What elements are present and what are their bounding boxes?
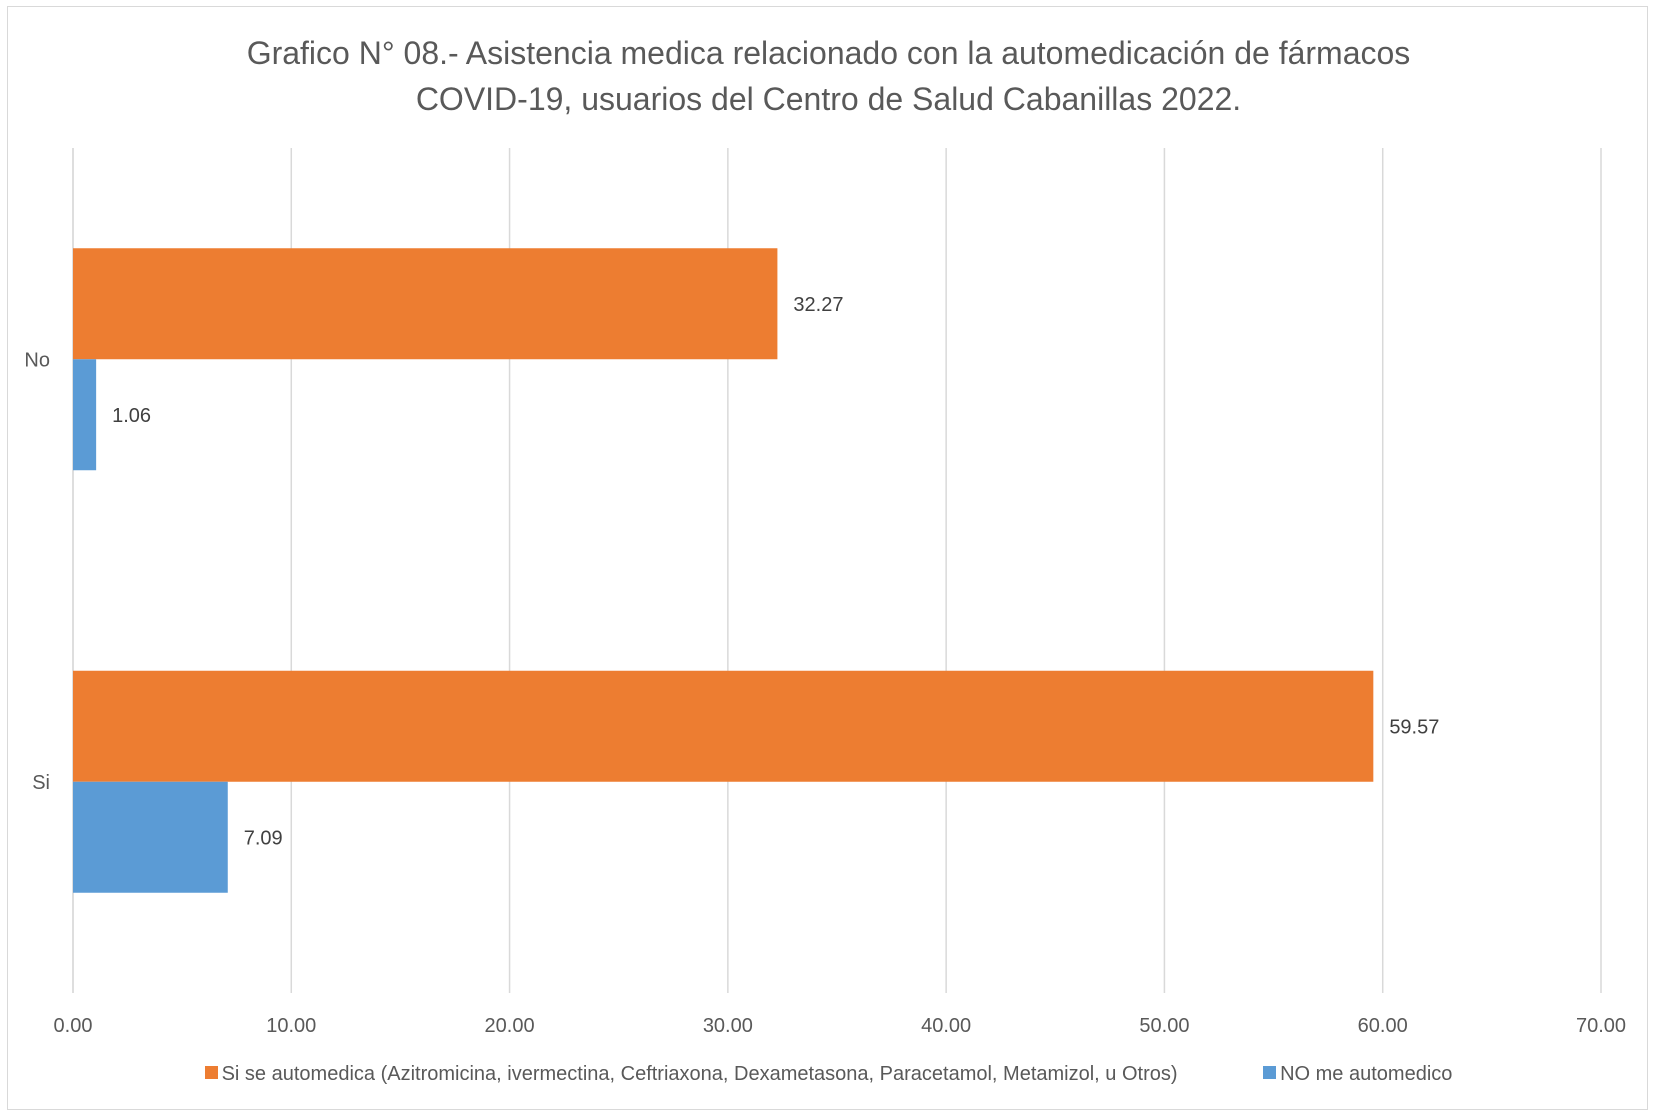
data-label-si-series-1: 7.09 [244, 827, 283, 849]
data-label-si-series-0: 59.57 [1389, 716, 1439, 738]
y-axis-categories: No Si [24, 349, 50, 794]
x-axis-ticks: 0.00 10.00 20.00 30.00 40.00 50.00 60.00 70.00 [54, 1015, 1627, 1037]
x-tick-label-3: 30.00 [703, 1015, 753, 1037]
legend: Si se automedica (Azitromicina, ivermect… [0, 1063, 1657, 1086]
x-tick-label-4: 40.00 [921, 1015, 971, 1037]
chart-title: Grafico N° 08.- Asistencia medica relaci… [0, 30, 1657, 122]
category-label-no: No [24, 349, 50, 371]
x-tick-label-5: 50.00 [1139, 1015, 1189, 1037]
data-label-no-series-1: 1.06 [112, 405, 151, 427]
bar-si-series-0 [73, 670, 1374, 782]
chart-title-line-1: Grafico N° 08.- Asistencia medica relaci… [246, 35, 1411, 71]
x-tick-label-2: 20.00 [485, 1015, 535, 1037]
data-labels: 32.27 1.06 59.57 7.09 [112, 294, 1439, 850]
legend-label-no-self-medicate: NO me automedico [1280, 1063, 1453, 1086]
legend-label-self-medicate: Si se automedica (Azitromicina, ivermect… [221, 1063, 1178, 1086]
x-tick-label-0: 0.00 [54, 1015, 93, 1037]
bar-no-series-0 [73, 248, 778, 360]
x-tick-label-1: 10.00 [266, 1015, 316, 1037]
chart-frame [7, 6, 1648, 1110]
bars [73, 248, 1374, 893]
chart-title-line-2: COVID-19, usuarios del Centro de Salud C… [415, 81, 1242, 117]
legend-swatch-orange [204, 1066, 218, 1080]
bar-si-series-1 [73, 781, 228, 893]
legend-swatch-blue [1263, 1066, 1277, 1080]
legend-item-no-self-medicate: NO me automedico [1263, 1063, 1452, 1086]
data-label-no-series-0: 32.27 [793, 294, 843, 316]
x-tick-label-6: 60.00 [1358, 1015, 1408, 1037]
legend-item-self-medicate: Si se automedica (Azitromicina, ivermect… [204, 1063, 1178, 1086]
bar-no-series-1 [73, 359, 97, 471]
x-tick-label-7: 70.00 [1576, 1015, 1626, 1037]
category-label-si: Si [32, 772, 50, 794]
